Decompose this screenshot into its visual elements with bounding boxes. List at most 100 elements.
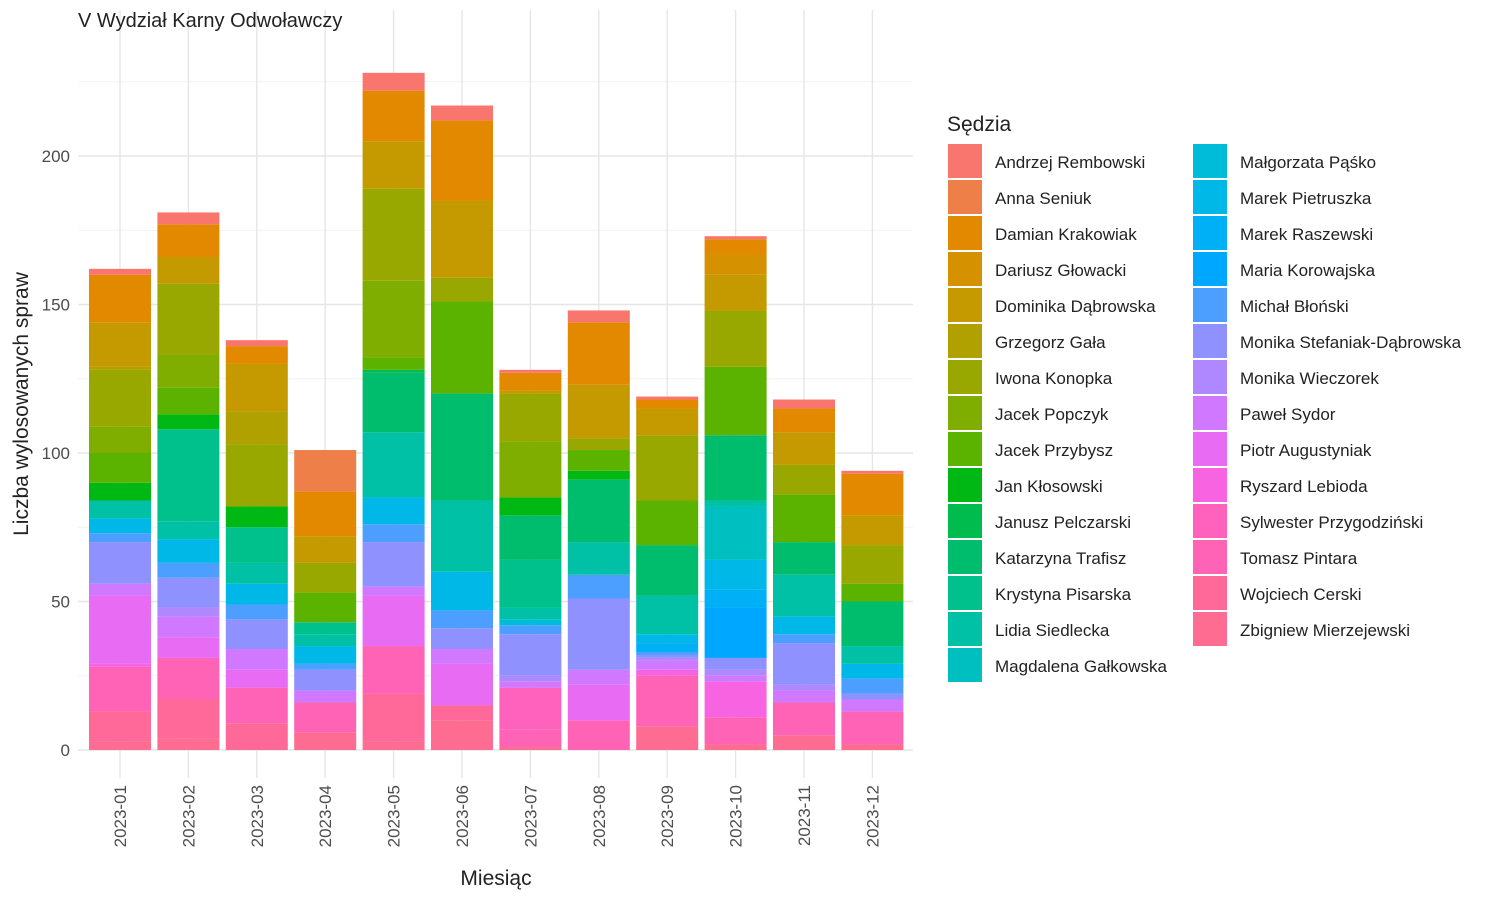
bar-segment (704, 681, 767, 718)
bar-segment (499, 634, 562, 676)
y-tick-label: 100 (42, 444, 70, 463)
bar-segment (499, 607, 562, 620)
bar-segment (89, 274, 151, 323)
bar-segment (499, 372, 562, 391)
bar-segment (431, 610, 493, 629)
bar-segment (499, 559, 562, 608)
legend-key (1193, 252, 1227, 286)
legend-label: Janusz Pelczarski (995, 513, 1131, 532)
legend-item: Zbigniew Mierzejewski (1193, 612, 1410, 646)
bar-segment (225, 583, 288, 605)
y-tick-label: 150 (42, 296, 70, 315)
bar-segment (636, 408, 699, 436)
bar-segment (704, 657, 767, 670)
bar-segment (294, 562, 357, 593)
legend-label: Lidia Siedlecka (995, 621, 1110, 640)
legend-label: Katarzyna Trafisz (995, 549, 1126, 568)
bar-segment (157, 414, 220, 430)
bar-segment (567, 470, 630, 480)
legend-item: Damian Krakowiak (948, 216, 1137, 250)
legend-item: Michał Błoński (1193, 288, 1349, 322)
legend-item: Wojciech Cerski (1193, 576, 1362, 610)
bar-segment (431, 628, 493, 650)
bar-segment (704, 236, 767, 240)
bar-segment (157, 283, 220, 355)
bar-segment (636, 657, 699, 661)
legend-key (948, 252, 982, 286)
legend-item: Jacek Popczyk (948, 396, 1109, 430)
bar-segment (157, 562, 220, 578)
bar-segment (294, 536, 357, 563)
bar-segment (567, 574, 630, 599)
bar-segment (704, 589, 767, 608)
bar-segment (89, 666, 151, 712)
bar-segment (157, 577, 220, 608)
bar-segment (773, 643, 835, 685)
bar-segment (841, 699, 904, 712)
legend-label: Krystyna Pisarska (995, 585, 1132, 604)
bar-segment (567, 438, 630, 451)
legend-item: Andrzej Rembowski (948, 144, 1145, 178)
bar-segment (225, 562, 288, 584)
bar-segment (362, 372, 425, 433)
x-tick-label: 2023-10 (727, 785, 746, 847)
legend-key (948, 396, 982, 430)
bar-segment (499, 497, 562, 516)
bar-segment (157, 607, 220, 617)
bar-segment (157, 354, 220, 388)
bar-segment (225, 506, 288, 528)
bar-segment (773, 574, 835, 617)
bar-segment (567, 479, 630, 543)
legend-label: Jacek Popczyk (995, 405, 1109, 424)
y-tick-label: 200 (42, 147, 70, 166)
bar-segment (567, 384, 630, 439)
x-tick-label: 2023-08 (590, 785, 609, 847)
bar-segment (567, 720, 630, 750)
bar-segment (841, 663, 904, 679)
bar-segment (89, 369, 151, 427)
chart-title: V Wydział Karny Odwoławczy (78, 10, 342, 32)
bar-segment (773, 616, 835, 635)
bar-segment (294, 663, 357, 670)
bar-segment (704, 506, 767, 560)
x-tick-label: 2023-11 (795, 785, 814, 846)
bar-segment (157, 429, 220, 522)
bar-segment (636, 435, 699, 501)
legend-item: Monika Stefaniak-Dąbrowska (1193, 324, 1462, 358)
bar-segment (499, 390, 562, 394)
bar-segment (704, 559, 767, 590)
legend-item: Sylwester Przygodziński (1193, 504, 1423, 538)
bar-segment (567, 542, 630, 575)
bar-segment (157, 657, 220, 700)
bar-segment (89, 482, 151, 501)
bar-segment (157, 699, 220, 739)
bar-segment (362, 432, 425, 498)
bar-segment (225, 604, 288, 620)
bar-segment (225, 363, 288, 412)
bar-segment (841, 693, 904, 700)
legend-key (1193, 324, 1227, 358)
bar-segment (89, 595, 151, 664)
bar-segment (841, 583, 904, 602)
bar-segment (362, 72, 425, 91)
legend-key (1193, 360, 1227, 394)
legend-key (948, 540, 982, 574)
bar-segment (499, 441, 562, 498)
bar-segment (294, 702, 357, 733)
x-tick-label: 2023-09 (658, 785, 677, 847)
legend-label: Jan Kłosowski (995, 477, 1103, 496)
bar-segment (431, 277, 493, 302)
bar-segment (841, 601, 904, 647)
legend-label: Jacek Przybysz (995, 441, 1113, 460)
legend-item: Anna Seniuk (948, 180, 1092, 214)
bar-segment (362, 741, 425, 750)
legend-item: Magdalena Gałkowska (948, 648, 1168, 682)
x-axis: 2023-01 2023-02 2023-03 2023-04 2023-05 2023-… (111, 785, 882, 847)
bar-segment (704, 435, 767, 501)
bar-segment (225, 340, 288, 347)
bar-segment (431, 705, 493, 721)
bar-segment (89, 518, 151, 534)
legend-key (1193, 432, 1227, 466)
bar-segment (89, 268, 151, 275)
